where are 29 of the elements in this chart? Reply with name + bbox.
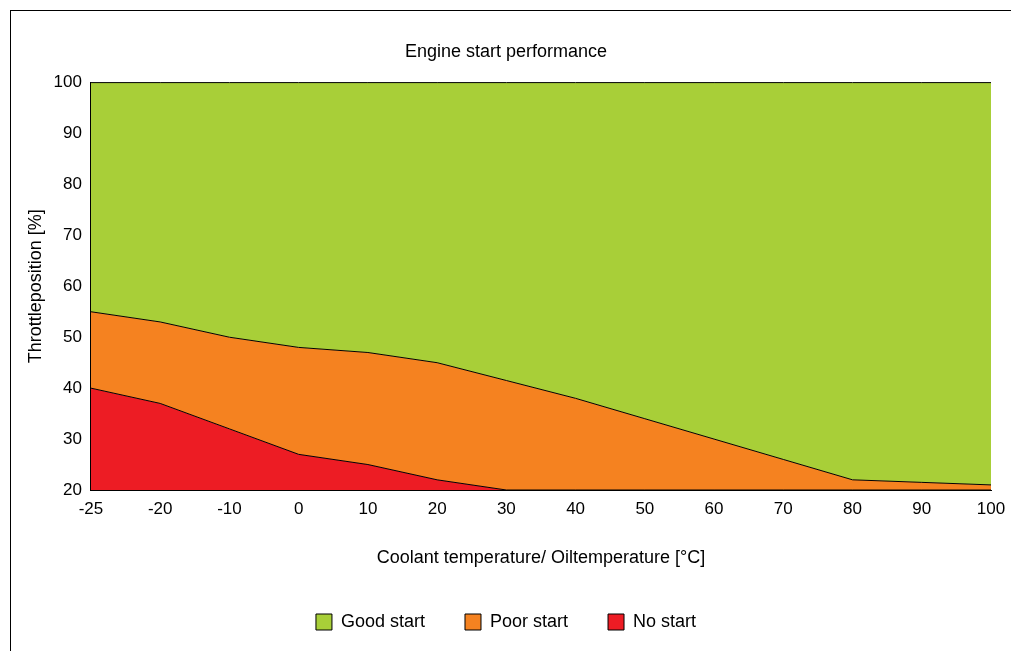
- y-tick-label: 80: [63, 174, 82, 194]
- x-tick-label: 50: [635, 498, 655, 518]
- x-tick-label: 20: [427, 498, 447, 518]
- legend-label: No start: [633, 610, 697, 631]
- y-tick-label: 70: [63, 225, 82, 245]
- x-tick-label: 10: [358, 498, 378, 518]
- y-axis-title: Throttleposition [%]: [24, 209, 45, 364]
- x-tick-label: 100: [976, 498, 1006, 518]
- x-tick-label: 30: [496, 498, 516, 518]
- legend-label: Good start: [340, 610, 425, 631]
- legend-label: Poor start: [490, 610, 569, 631]
- x-tick-label: 90: [912, 498, 932, 518]
- x-tick-label: -20: [147, 498, 173, 518]
- x-tick-label: 60: [704, 498, 724, 518]
- y-tick-label: 20: [63, 479, 82, 499]
- chart-title: Engine start performance: [404, 40, 608, 61]
- x-tick-label: 80: [843, 498, 862, 518]
- x-axis-title: Coolant temperature/ Oiltemperature [°C]: [376, 547, 706, 568]
- y-tick-label: 30: [63, 428, 82, 448]
- y-tick-label: 90: [63, 123, 82, 143]
- x-tick-label: 70: [773, 498, 793, 518]
- x-tick-label: -25: [78, 498, 104, 518]
- y-tick-label: 60: [63, 275, 82, 295]
- y-tick-label: 50: [63, 326, 82, 346]
- x-tick-label: 40: [566, 498, 586, 518]
- x-tick-label: 0: [293, 498, 304, 518]
- y-tick-label: 40: [63, 377, 82, 397]
- x-tick-label: -10: [217, 498, 242, 518]
- y-tick-label: 100: [53, 72, 82, 92]
